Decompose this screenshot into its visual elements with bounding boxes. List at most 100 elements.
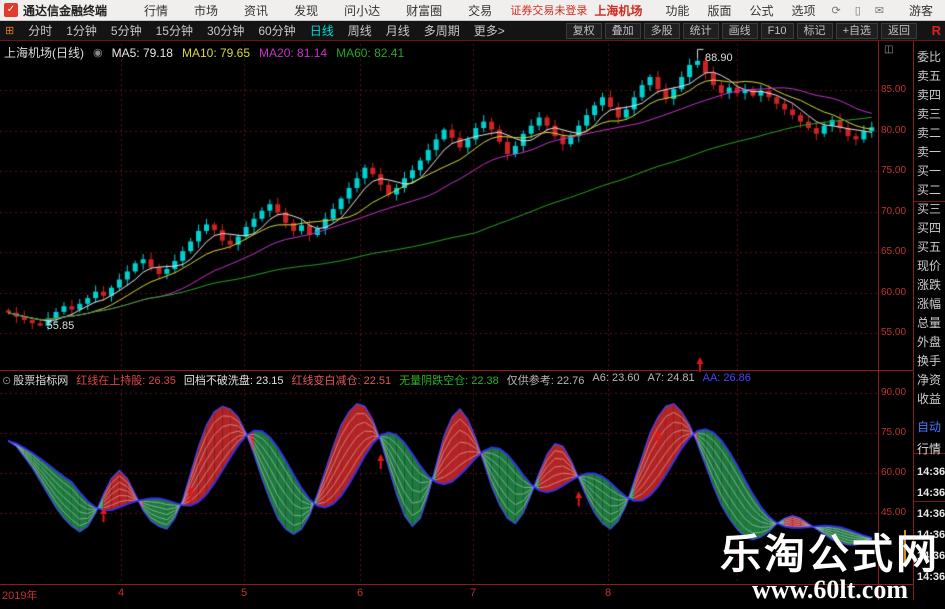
quote-sidebar: 委比卖五卖四卖三卖二卖一买一买二买三买四买五现价涨跌涨幅总量外盘换手净资收益 自… [914, 41, 945, 600]
indicator-axis-label: 90.00 [881, 387, 907, 398]
toolbar-button[interactable]: 多股 [643, 22, 680, 39]
indicator-axis-label: 45.00 [881, 507, 907, 518]
quote-row-label[interactable]: 卖一 [917, 145, 942, 159]
quote-row-label[interactable]: 外盘 [917, 335, 942, 349]
tick-time: 14:36 [917, 466, 945, 478]
quote-row-label[interactable]: 净资 [917, 373, 942, 387]
timeframe-tab[interactable]: 5分钟 [110, 24, 142, 38]
phone-icon[interactable]: ▯ [854, 4, 861, 17]
quote-row-label[interactable]: 涨跌 [917, 278, 942, 292]
quote-row-label[interactable]: 收益 [917, 392, 942, 406]
user-label[interactable]: 游客 [908, 3, 933, 18]
window-split-icon[interactable]: ◫ [884, 44, 894, 55]
sidebar-tab[interactable]: 行情 [917, 442, 942, 456]
quote-row-label[interactable]: 买五 [917, 240, 942, 254]
menu-item[interactable]: 资讯 [244, 3, 269, 18]
quote-row-label[interactable]: 卖五 [917, 69, 942, 83]
quote-row-label[interactable]: 现价 [917, 259, 942, 273]
hot-key-badge[interactable]: R [931, 23, 941, 38]
indicator-label: A6: 23.60 [592, 372, 640, 384]
toolbar-button[interactable]: 统计 [682, 22, 719, 39]
toolbar-button[interactable]: 标记 [796, 22, 833, 39]
menu-item[interactable]: 问小达 [344, 3, 381, 18]
tool-buttons: 复权 叠加 多股 统计 画线 F10 标记 +自选 返回 [565, 22, 917, 39]
app-logo-icon[interactable]: ✓ [4, 3, 18, 17]
app-title: 通达信金融终端 [23, 3, 108, 18]
menu-item[interactable]: 行情 [144, 3, 169, 18]
toolbar-button[interactable]: 返回 [881, 22, 917, 39]
tick-time: 14:36 [917, 529, 945, 541]
x-axis-month-label: 5 [241, 587, 248, 599]
toolbar-button[interactable]: F10 [760, 22, 794, 39]
divider-handle[interactable] [904, 530, 906, 564]
menubar-menu[interactable]: 版面 [707, 3, 732, 18]
indicator-source[interactable]: ⊙ 股票指标网 [2, 375, 69, 387]
grid-icon[interactable]: ⊞ [5, 25, 15, 37]
menubar-right-menus: 功能 版面 公式 选项 [656, 2, 824, 19]
sidebar-left-border[interactable] [913, 41, 914, 600]
timeframe-tab[interactable]: 60分钟 [258, 24, 296, 38]
current-stock-name[interactable]: 上海机场 [594, 3, 643, 18]
menu-item[interactable]: 发现 [294, 3, 319, 18]
timeframe-tab[interactable]: 15分钟 [155, 24, 193, 38]
indicator-axis-label: 75.00 [881, 427, 907, 438]
tick-time: 14:36 [917, 487, 945, 499]
timeframe-tab[interactable]: 分时 [28, 24, 53, 38]
ma-label: MA20: 81.14 [259, 45, 328, 60]
price-axis-label: 65.00 [881, 246, 907, 257]
timeframe-tab[interactable]: 周线 [347, 24, 372, 38]
quote-row-label[interactable]: 换手 [917, 354, 942, 368]
refresh-icon[interactable]: ⟳ [831, 4, 841, 17]
watermark-url: www.60lt.com [752, 574, 908, 604]
sidebar-divider [914, 501, 945, 502]
high-price-annotation: 88.90 [705, 52, 733, 65]
timeframe-tab[interactable]: 多周期 [423, 24, 460, 38]
watermark-site-name: 乐淘公式网 [720, 530, 940, 577]
mail-icon[interactable]: ✉ [874, 4, 884, 17]
quote-row-label[interactable]: 总量 [917, 316, 942, 330]
toolbar-button[interactable]: 画线 [721, 22, 758, 39]
menubar-menu[interactable]: 功能 [665, 3, 690, 18]
menu-items: 行情 市场 资讯 发现 问小达 财富圈 交易 [131, 2, 505, 19]
price-axis-label: 80.00 [881, 124, 907, 136]
menu-item[interactable]: 交易 [468, 3, 493, 18]
timeframe-tab[interactable]: 更多> [473, 24, 505, 38]
sidebar-tab[interactable]: 自动 [917, 420, 942, 434]
sidebar-divider [914, 453, 945, 454]
toolbar-button[interactable]: 叠加 [604, 22, 641, 39]
x-axis-month-label: 4 [118, 587, 125, 599]
quote-row-label[interactable]: 卖二 [917, 126, 942, 140]
tick-time: 14:36 [917, 550, 945, 562]
quote-row-label[interactable]: 卖四 [917, 88, 942, 102]
toolbar-button[interactable]: +自选 [835, 22, 878, 39]
chart-info-icon[interactable]: ◉ [93, 47, 103, 59]
timeframe-tab[interactable]: 1分钟 [66, 24, 97, 38]
menubar-menu[interactable]: 公式 [749, 3, 774, 18]
timeframe-tab[interactable]: 30分钟 [206, 24, 245, 38]
quote-row-label[interactable]: 买二 [917, 183, 942, 197]
ma-label: MA60: 82.41 [336, 45, 405, 60]
login-status[interactable]: 证券交易未登录 [510, 5, 588, 17]
price-axis-label: 60.00 [881, 286, 907, 298]
watermark: 乐淘公式网 www.60lt.com [720, 530, 940, 604]
quote-row-label[interactable]: 卖三 [917, 107, 942, 121]
toolbar: ⊞ 分时 1分钟 5分钟 15分钟 30分钟 60分钟 日线 周线 月线 多周期 更多> 复权 叠加多… [0, 21, 945, 41]
price-axis-label: 70.00 [881, 205, 907, 217]
tick-time: 14:36 [917, 508, 945, 520]
indicator-label: 红线变白减仓: 22.51 [291, 375, 392, 387]
menubar-menu[interactable]: 选项 [791, 3, 816, 18]
menu-item[interactable]: 财富圈 [406, 3, 443, 18]
timeframe-tab[interactable]: 月线 [385, 24, 410, 38]
quote-row-label[interactable]: 买三 [917, 202, 942, 216]
menu-item[interactable]: 市场 [194, 3, 219, 18]
quote-row-label[interactable]: 买一 [917, 164, 942, 178]
tick-time: 14:36 [917, 571, 945, 583]
toolbar-button[interactable]: 复权 [565, 22, 602, 39]
panel-divider[interactable] [0, 370, 913, 371]
x-axis-year-label: 2019年 [2, 590, 38, 602]
timeframe-tab[interactable]: 日线 [309, 24, 334, 38]
quote-row-label[interactable]: 委比 [917, 50, 942, 64]
quote-row-label[interactable]: 买四 [917, 221, 942, 235]
quote-row-label[interactable]: 涨幅 [917, 297, 942, 311]
